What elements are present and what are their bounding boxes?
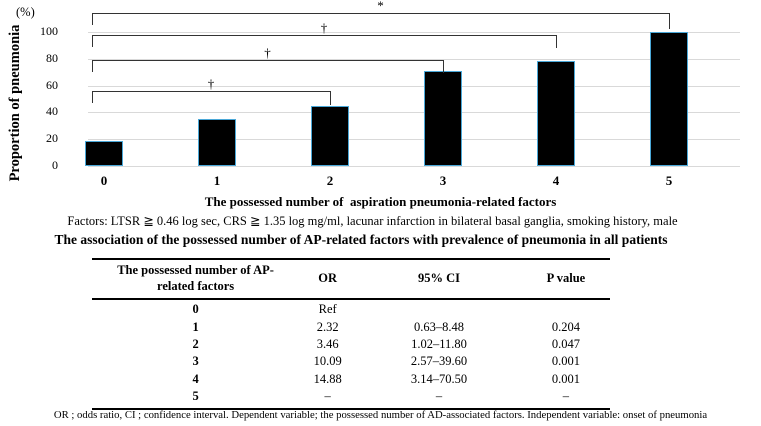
bar-chart: Proportion of pneumonia (%) 0 20 40 60 80 100… <box>0 0 761 195</box>
significance-bracket-left-tick <box>92 35 93 47</box>
table-cell: 2.32 <box>316 319 339 334</box>
x-tick-label: 3 <box>439 173 447 188</box>
y-tick-label: 60 <box>46 77 58 92</box>
x-tick-label: 4 <box>552 173 560 188</box>
y-axis-unit-label: (%) <box>16 5 35 19</box>
table-header-cell: 95% CI <box>418 271 461 286</box>
gridline <box>88 85 740 87</box>
table-title: The association of the possessed number … <box>54 232 668 247</box>
gridline <box>88 139 740 141</box>
table-header-cell: OR <box>318 271 338 286</box>
significance-label: † <box>320 20 328 35</box>
table-cell: 2.57–39.60 <box>410 354 468 369</box>
significance-bracket-right-tick <box>330 91 331 105</box>
table-cell: – <box>435 389 443 404</box>
significance-bracket-right-tick <box>669 13 670 29</box>
table-cell: 1 <box>192 319 199 334</box>
table-cell: 2 <box>192 336 199 351</box>
x-tick-label: 5 <box>665 173 673 188</box>
gridline <box>88 112 740 114</box>
table-cell: 0.001 <box>551 354 580 369</box>
table-cell: 0 <box>192 302 199 317</box>
factors-note: Factors: LTSR ≧ 0.46 log sec, CRS ≧ 1.35… <box>67 214 678 228</box>
x-axis-title: The possessed number of aspiration pneum… <box>204 194 557 209</box>
significance-bracket-left-tick <box>92 91 93 103</box>
x-tick-label: 0 <box>100 173 108 188</box>
y-tick-label: 40 <box>46 104 58 119</box>
table-footnote: OR ; odds ratio, CI ; confidence interva… <box>53 409 708 421</box>
table-cell: 0.204 <box>551 319 580 334</box>
table-row: 2 3.46 1.02–11.80 0.047 <box>92 336 610 353</box>
y-tick-label: 20 <box>46 131 58 146</box>
table-cell: 0.63–8.48 <box>414 319 465 334</box>
table-cell: 3 <box>192 354 199 369</box>
table-cell: 4 <box>192 371 199 386</box>
stats-table: The possessed number of AP- related fact… <box>92 258 610 411</box>
table-header-row: The possessed number of AP- related fact… <box>92 260 610 300</box>
table-body: 0 Ref 1 2.32 0.63–8.48 0.204 2 3.46 1.02–11.80 0.… <box>92 300 610 411</box>
gridline <box>88 166 740 167</box>
table-cell: 1.02–11.80 <box>411 336 467 351</box>
significance-label: † <box>264 45 271 60</box>
table-cell: 10.09 <box>313 354 342 369</box>
table-cell: Ref <box>318 302 337 317</box>
gridline <box>88 58 740 60</box>
table-cell: 3.14–70.50 <box>410 371 468 386</box>
x-tick-label: 1 <box>213 173 221 188</box>
table-cell: 14.88 <box>313 371 342 386</box>
table-header-cell: P value <box>546 271 586 286</box>
table-cell: 0.047 <box>551 336 580 351</box>
significance-bracket-left-tick <box>92 60 93 72</box>
table-cell: – <box>324 389 331 404</box>
table-cell: 5 <box>192 389 199 404</box>
significance-label: † <box>207 76 215 91</box>
table-cell: 0.001 <box>551 371 580 386</box>
significance-bracket-left-tick <box>92 13 93 25</box>
y-tick-label: 100 <box>40 24 58 38</box>
table-header-cell: The possessed number of AP- related fact… <box>117 263 274 293</box>
y-tick-label: 0 <box>52 158 58 172</box>
bar <box>198 119 236 166</box>
significance-bracket-line <box>92 35 556 36</box>
bar <box>311 105 349 166</box>
gridline <box>88 32 740 33</box>
table-row: 1 2.32 0.63–8.48 0.204 <box>92 318 610 335</box>
table-row: 3 10.09 2.57–39.60 0.001 <box>92 353 610 370</box>
significance-bracket-right-tick <box>443 60 444 73</box>
table-cell: 3.46 <box>316 336 339 351</box>
bar <box>424 70 462 166</box>
table-row: 5 – – – <box>92 388 610 405</box>
table-cell: – <box>562 389 570 404</box>
bar <box>650 32 688 166</box>
bar <box>85 140 123 166</box>
table-row: 4 14.88 3.14–70.50 0.001 <box>92 371 610 388</box>
table-row: 0 Ref <box>92 301 610 318</box>
significance-bracket-line <box>92 13 669 14</box>
x-tick-label: 2 <box>326 173 334 188</box>
y-tick-label: 80 <box>46 50 58 65</box>
significance-bracket-line <box>92 60 443 61</box>
significance-bracket-right-tick <box>556 35 557 48</box>
significance-label: * <box>377 0 384 13</box>
significance-bracket-line <box>92 91 330 92</box>
bar <box>537 61 575 166</box>
